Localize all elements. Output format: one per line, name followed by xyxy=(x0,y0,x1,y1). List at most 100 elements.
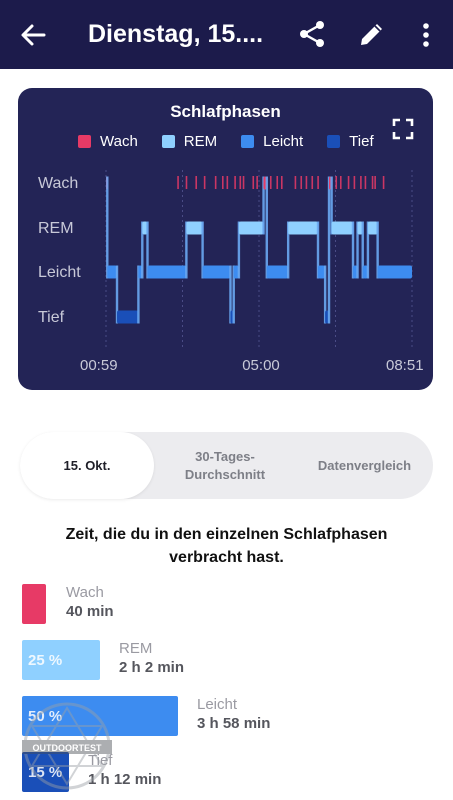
wake-tick xyxy=(203,176,206,189)
stage-band xyxy=(107,265,118,279)
stage-transition xyxy=(201,221,204,279)
legend-item-leicht: Leicht xyxy=(241,131,303,151)
stage-transition xyxy=(141,221,144,279)
y-axis-label: REM xyxy=(38,220,74,237)
watermark-text: OUTDOORTEST xyxy=(33,743,103,753)
wake-tick xyxy=(195,176,198,189)
stage-transition xyxy=(265,176,268,279)
legend-label-wach: Wach xyxy=(100,132,138,150)
stage-band xyxy=(186,221,203,235)
stage-band xyxy=(357,221,363,235)
wake-tick xyxy=(269,176,272,189)
stage-name-wach: Wach xyxy=(66,584,104,601)
stage-transition xyxy=(323,265,327,324)
wake-tick xyxy=(305,176,308,189)
summary-heading: Zeit, die du in den einzelnen Schlafphas… xyxy=(65,526,388,566)
stage-name-rem: REM xyxy=(119,640,153,657)
stage-duration-rem: 2 h 2 min xyxy=(119,659,185,676)
stage-band xyxy=(266,265,289,279)
stage-transition xyxy=(376,221,379,279)
fullscreen-icon[interactable] xyxy=(392,118,414,140)
legend-swatch-wach xyxy=(78,134,91,148)
chart-legend: Wach REM Leicht Tief xyxy=(78,131,398,151)
wake-tick xyxy=(185,176,188,189)
stage-band xyxy=(233,265,239,279)
wake-tick xyxy=(311,176,314,189)
stage-band xyxy=(367,221,378,235)
legend-swatch-rem xyxy=(161,134,175,148)
arrow-back-icon[interactable] xyxy=(18,20,48,50)
legend-item-wach: Wach xyxy=(78,131,138,151)
stage-transition xyxy=(286,221,290,279)
wake-tick xyxy=(347,176,350,189)
stage-transition xyxy=(316,221,320,279)
stage-band xyxy=(317,265,326,279)
hypnogram-chart: Wach REM Leicht Tief 00:59 05:00 08:51 xyxy=(38,170,424,374)
wake-tick xyxy=(374,176,376,189)
stage-band xyxy=(142,221,148,235)
y-axis-label: Tief xyxy=(38,309,65,326)
wake-tick xyxy=(360,176,362,189)
x-axis-label: 00:59 xyxy=(80,357,118,374)
wake-tick xyxy=(242,176,245,189)
wake-tick xyxy=(252,176,255,189)
tab-day[interactable]: 15. Okt. xyxy=(20,432,154,499)
wake-tick xyxy=(371,176,374,189)
stage-transition xyxy=(146,221,149,279)
chart-title: Schlafphasen xyxy=(170,102,281,121)
page-title: Dienstag, 15.... xyxy=(88,20,264,48)
wake-tick xyxy=(382,176,385,189)
stage-bar-rem: 25 % xyxy=(22,640,100,680)
wake-tick xyxy=(239,176,242,189)
period-tabs: 15. Okt. 30-Tages- Durchschnitt Datenver… xyxy=(20,432,433,499)
stage-bar-leicht: 50 % xyxy=(22,696,178,736)
legend-label-rem: REM xyxy=(183,132,218,150)
stage-transition xyxy=(115,265,119,324)
stage-duration-wach: 40 min xyxy=(66,603,114,620)
stage-transition xyxy=(185,221,188,279)
wake-tick xyxy=(335,176,338,189)
wake-tick xyxy=(339,176,342,189)
tab-data-comparison[interactable]: Datenvergleich xyxy=(317,457,412,473)
sleep-stages-card: Schlafphasen Wach REM Leicht Tief Wach RE… xyxy=(18,88,433,390)
y-axis-label: Wach xyxy=(38,175,78,192)
stage-band xyxy=(288,221,318,235)
stage-transition xyxy=(366,221,370,279)
stage-bar-tief: 15 % xyxy=(22,752,69,792)
stage-band xyxy=(238,221,264,235)
share-icon[interactable] xyxy=(297,19,327,49)
x-axis-label: 05:00 xyxy=(242,357,280,374)
pencil-icon[interactable] xyxy=(357,19,387,49)
stage-duration-leicht: 3 h 58 min xyxy=(197,715,271,732)
wake-tick xyxy=(256,176,258,189)
app-bar: Dienstag, 15.... xyxy=(0,0,453,69)
x-axis-label: 08:51 xyxy=(386,357,424,374)
stage-transition xyxy=(356,221,359,279)
legend-label-leicht: Leicht xyxy=(263,132,304,150)
wake-tick xyxy=(234,176,236,189)
stage-transition xyxy=(330,176,333,235)
stage-transition xyxy=(327,176,331,324)
stage-transition xyxy=(106,176,109,279)
legend-item-tief: Tief xyxy=(327,131,374,151)
stage-name-leicht: Leicht xyxy=(197,696,238,713)
stage-transition xyxy=(361,221,364,279)
more-vert-icon[interactable] xyxy=(414,20,438,50)
legend-swatch-leicht xyxy=(241,134,255,148)
watermark-logo: OUTDOORTEST xyxy=(22,702,112,790)
wake-tick xyxy=(317,176,319,189)
wake-tick xyxy=(221,176,224,189)
stage-band xyxy=(362,265,368,279)
stage-percent-tief: 15 % xyxy=(28,764,63,781)
stage-transition xyxy=(229,265,232,324)
stage-transition xyxy=(232,265,235,324)
wake-tick xyxy=(353,176,356,189)
stage-band xyxy=(147,265,187,279)
stage-percent-rem: 25 % xyxy=(28,652,63,669)
legend-swatch-tief xyxy=(327,134,341,148)
stage-transition xyxy=(351,221,355,279)
tab-30-day-average[interactable]: 30-Tages- Durchschnitt xyxy=(184,448,266,482)
wake-tick xyxy=(214,176,217,189)
stage-band xyxy=(202,265,231,279)
wake-tick xyxy=(280,176,283,189)
